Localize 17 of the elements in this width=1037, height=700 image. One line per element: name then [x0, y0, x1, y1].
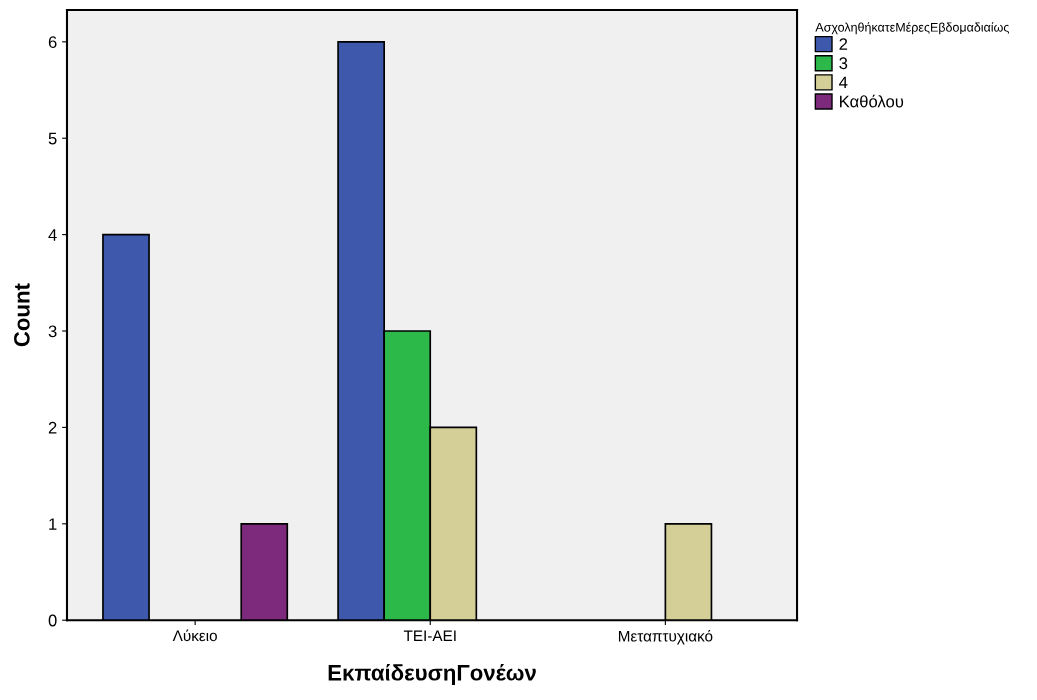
y-tick-label: 2	[48, 421, 57, 434]
legend-label: Καθόλου	[840, 94, 904, 108]
y-tick-label: 4	[48, 229, 57, 241]
legend-title: ΑσχοληθήκατεΜέρεςΕβδομαδιαίως	[815, 22, 1009, 35]
legend-label: 2	[839, 38, 848, 50]
x-axis-title: ΕκπαίδευσηΓονέων	[328, 664, 536, 685]
y-tick-label: 0	[48, 614, 57, 627]
legend-label: 3	[839, 57, 848, 70]
y-tick-label: 6	[48, 36, 57, 49]
y-tick-label: 3	[48, 325, 57, 338]
x-tick-label: Λύκειο	[172, 629, 217, 642]
y-tick-label: 1	[49, 518, 57, 530]
x-tick-label: ΤΕΙ-ΑΕΙ	[403, 630, 456, 641]
x-tick-label: Μεταπτυχιακό	[618, 629, 713, 645]
y-tick-label: 5	[48, 132, 57, 145]
legend-label: 4	[839, 76, 848, 89]
y-axis-title: Count	[13, 283, 30, 347]
